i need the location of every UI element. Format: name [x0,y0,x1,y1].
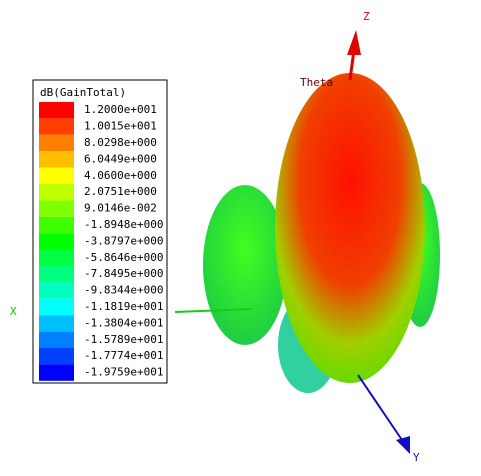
legend-swatch [39,233,74,250]
legend-swatch [39,118,74,135]
legend-swatch [39,348,74,365]
legend-swatch [39,364,74,381]
legend-label: 8.0298e+000 [84,136,157,149]
legend-title: dB(GainTotal) [40,86,126,99]
legend-label: 9.0146e-002 [84,202,157,215]
legend-label: -9.8344e+000 [84,284,163,297]
legend-label: 1.2000e+001 [84,103,157,116]
legend-label: 6.0449e+000 [84,152,157,165]
pattern [203,73,440,393]
legend-swatch [39,102,74,119]
legend-label: -1.9759e+001 [84,366,163,379]
y-axis [357,374,403,441]
legend-swatch [39,266,74,283]
legend-swatch [39,184,74,201]
legend-label: 4.0600e+000 [84,169,157,182]
z-arrow [347,30,361,55]
legend-label: -1.5789e+001 [84,333,163,346]
legend-swatch [39,282,74,299]
legend-label: -1.3804e+001 [84,316,163,329]
x-axis [174,308,253,313]
legend-label: 1.0015e+001 [84,120,157,133]
legend-swatch [39,200,74,217]
x-label: X [10,305,17,318]
legend-label: 2.0751e+000 [84,185,157,198]
legend-swatch [39,315,74,332]
legend-swatch [39,216,74,234]
y-arrow [396,436,410,454]
legend-swatch [39,134,74,152]
legend-swatch [39,249,74,266]
y-label: Y [413,451,420,464]
legend-swatch [39,298,74,316]
legend-swatch [39,167,74,184]
z-label: Z [363,10,370,23]
legend: dB(GainTotal) 1.2000e+001 1.0015e+001 8.02… [32,79,168,384]
legend-label: -5.8646e+000 [84,251,163,264]
legend-swatch [39,151,74,168]
legend-label: -1.7774e+001 [84,349,163,362]
legend-label: -7.8495e+000 [84,267,163,280]
legend-swatch [39,331,74,348]
theta-label: Theta [300,76,333,89]
legend-label: -1.1819e+001 [84,300,163,313]
legend-label: -3.8797e+000 [84,234,163,247]
legend-label: -1.8948e+000 [84,218,163,231]
